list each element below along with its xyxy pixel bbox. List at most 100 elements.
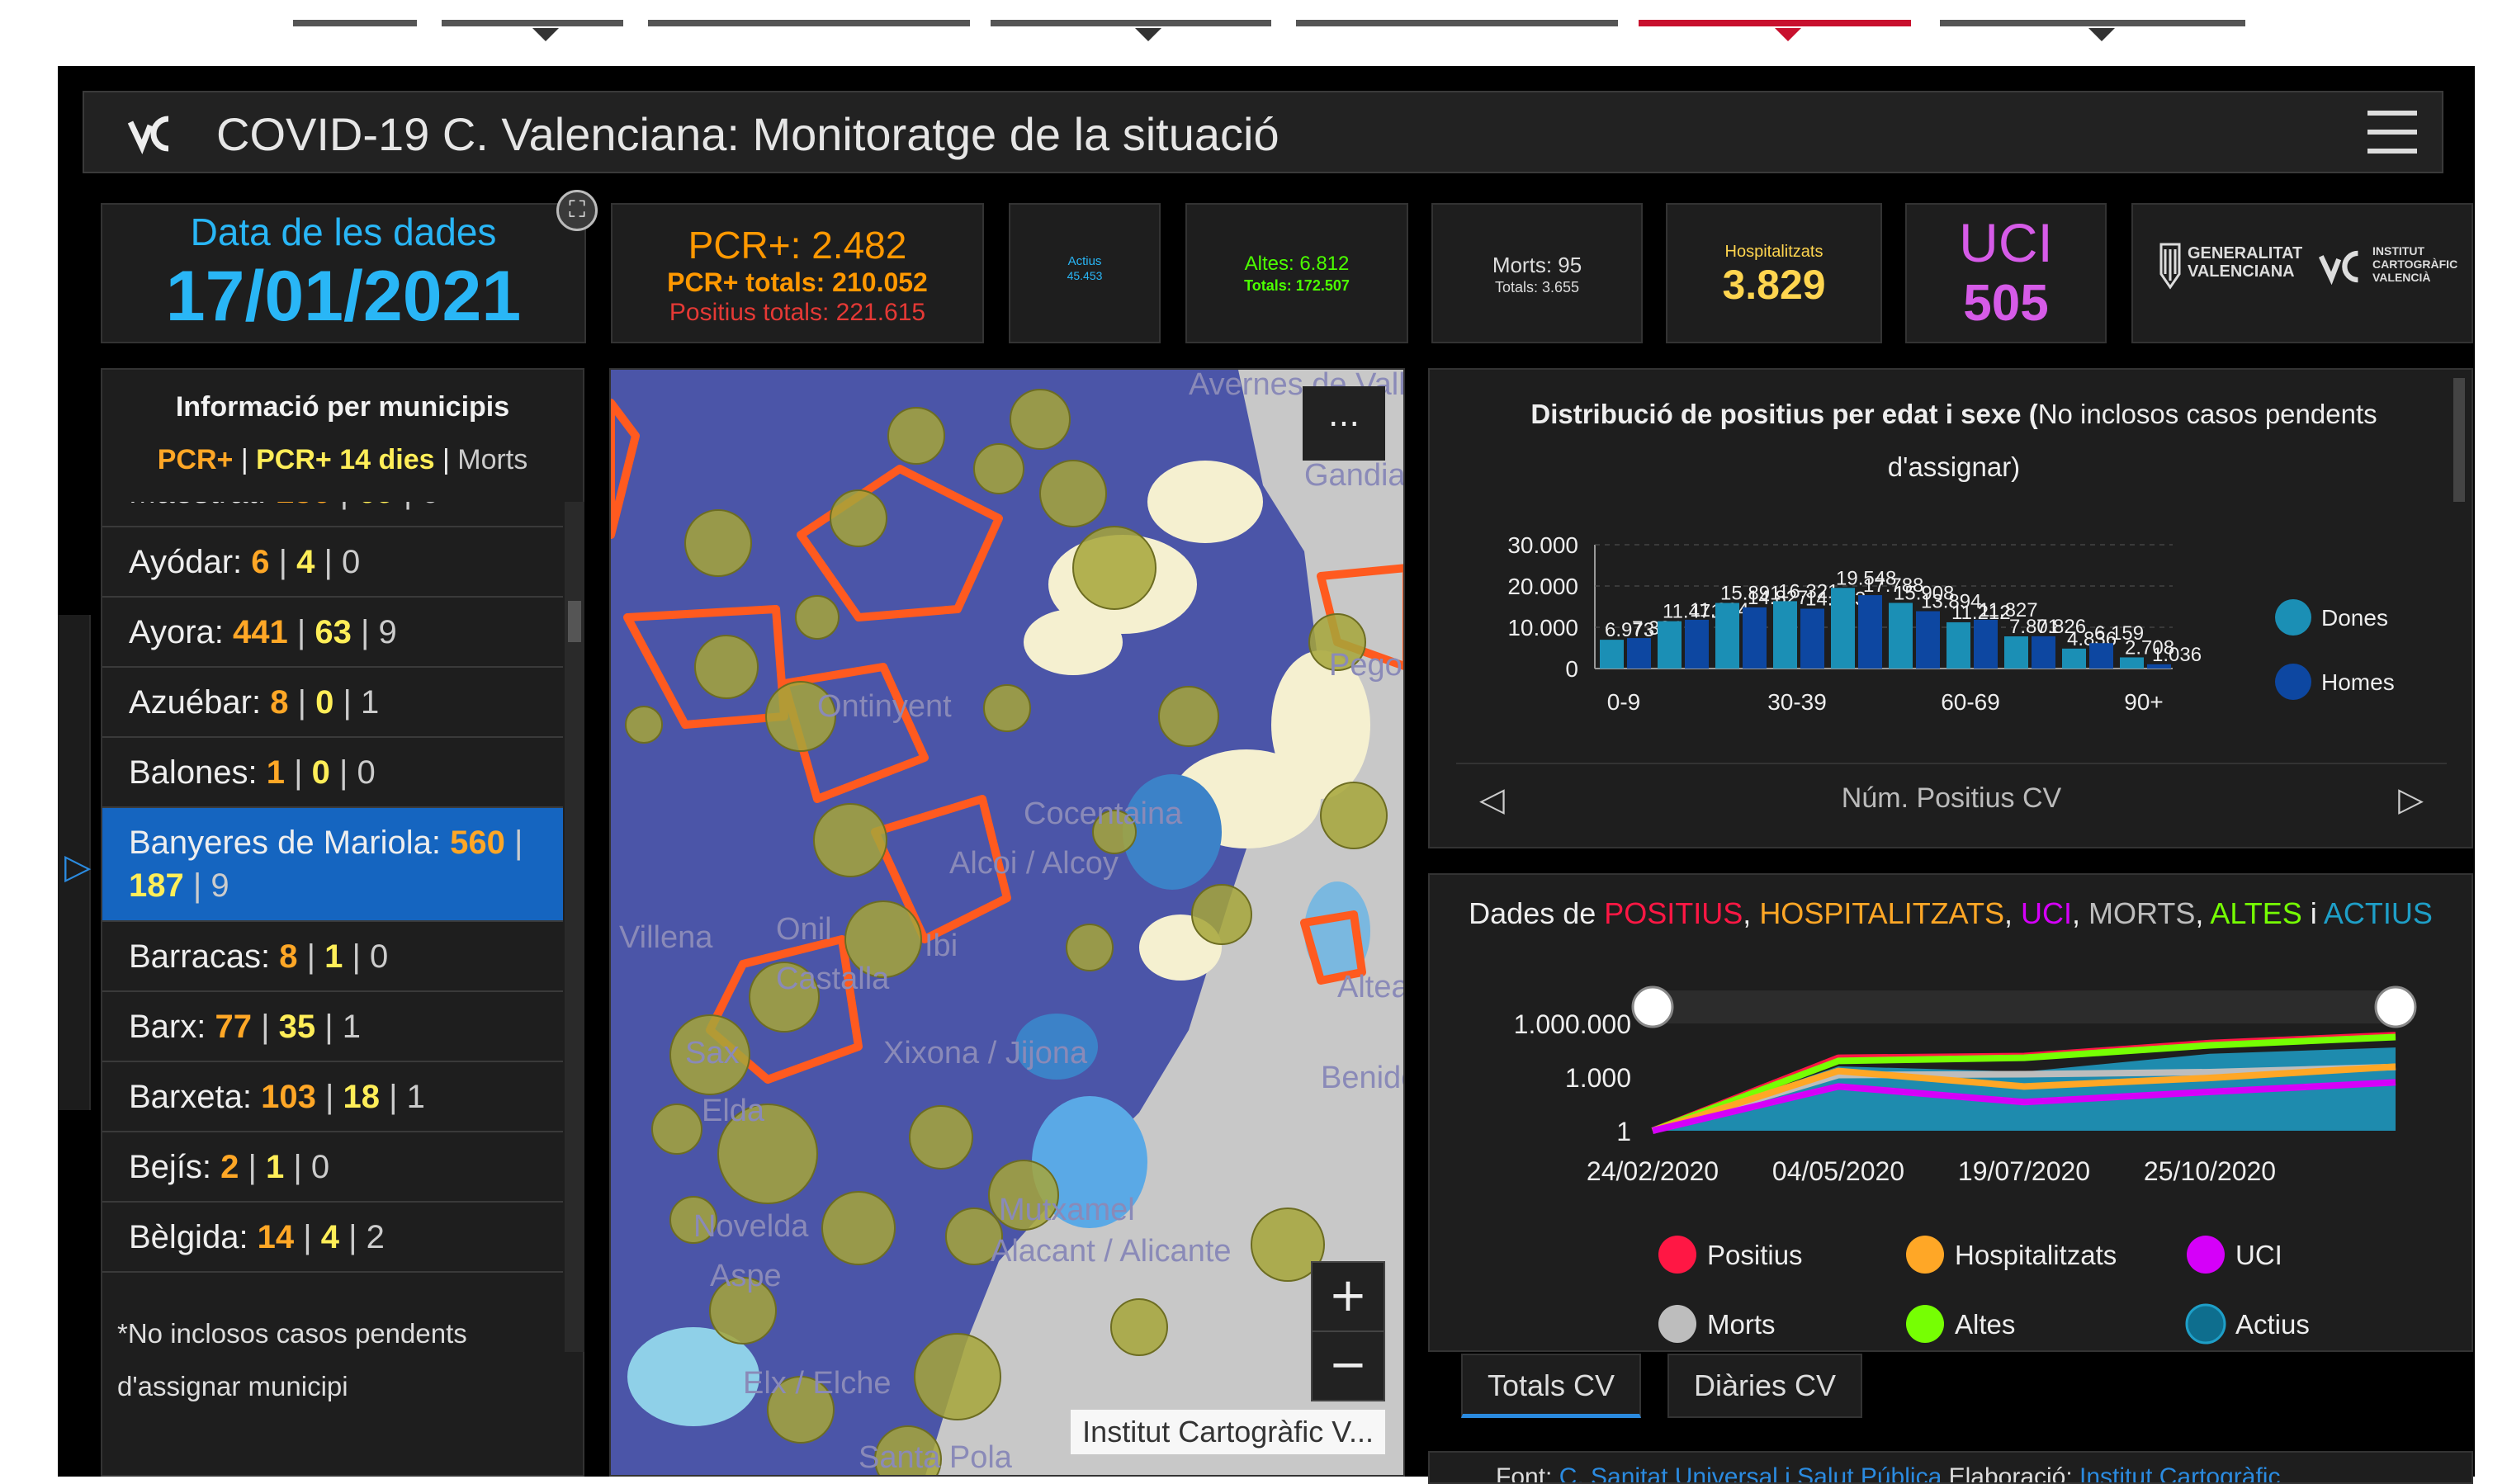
data-label: 1.036 — [2152, 644, 2202, 666]
pcr-value: 8 — [279, 938, 298, 975]
legend-label-uci: UCI — [2235, 1240, 2282, 1270]
municipality-shape — [1024, 609, 1123, 675]
case-circle — [1072, 526, 1157, 610]
nav-tab-6[interactable] — [1639, 20, 1911, 26]
pcr14-value: 18 — [343, 1079, 380, 1115]
case-circle — [887, 407, 945, 465]
map-panel[interactable]: Ontinyent Alcoi / Alcoy Villena Onil Castall… — [609, 368, 1405, 1477]
case-circle — [709, 1277, 777, 1345]
chevron-down-icon[interactable] — [1135, 28, 1161, 41]
municipality-row[interactable]: Balones: 1 | 0 | 0 — [102, 738, 563, 808]
municipality-row[interactable]: Bèlgida: 14 | 4 | 2 — [102, 1203, 563, 1273]
panel-scrollbar[interactable] — [2453, 378, 2465, 502]
nav-tab-4[interactable] — [991, 20, 1271, 26]
chevron-down-icon[interactable] — [532, 28, 559, 41]
bar — [1743, 607, 1767, 669]
map-place-label: Mutxamel — [999, 1193, 1135, 1227]
zoom-out-button[interactable]: − — [1328, 1338, 1368, 1392]
case-circle — [1039, 460, 1107, 527]
municipality-row[interactable]: Barracas: 8 | 1 | 0 — [102, 922, 563, 992]
case-circle — [830, 489, 887, 547]
municipality-row[interactable]: Banyeres de Mariola: 560 | 187 | 9 — [102, 808, 563, 922]
morts-value: 1 — [342, 1009, 361, 1045]
source-link[interactable]: C. Sanitat Universal i Salut Pública — [1559, 1463, 1942, 1484]
case-circle — [684, 509, 752, 577]
municipality-row[interactable]: Maestrat: 136 | 69 | 0 — [102, 502, 563, 527]
left-panel-toggle[interactable]: ▷ — [58, 615, 91, 1110]
generalitat-logo-icon — [2159, 243, 2181, 290]
nav-tab-2[interactable] — [442, 20, 623, 26]
map-place-label: Gandia — [1304, 458, 1405, 493]
legend-marker-morts — [1658, 1305, 1696, 1343]
case-circle — [749, 962, 820, 1033]
bar — [2032, 636, 2055, 669]
pcr-total: PCR+ totals: 210.052 — [667, 267, 928, 297]
separator: | — [331, 502, 358, 510]
nav-tab-1[interactable] — [293, 20, 417, 26]
municipality-row[interactable]: Barxeta: 103 | 18 | 1 — [102, 1062, 563, 1132]
legend-marker-uci — [2187, 1236, 2225, 1274]
bar — [1974, 619, 1998, 669]
chevron-right-icon[interactable]: ▷ — [64, 846, 92, 886]
municipality-shape — [1032, 1096, 1147, 1228]
chevron-down-icon[interactable] — [2088, 28, 2115, 41]
more-options-button[interactable]: ... — [1303, 386, 1385, 461]
next-chart-icon[interactable]: ▷ — [2398, 781, 2424, 819]
separator: | — [288, 684, 316, 721]
map-canvas[interactable]: Ontinyent Alcoi / Alcoy Villena Onil Castall… — [611, 370, 1405, 1477]
morts-value: 2 — [366, 1219, 385, 1255]
pcr-card: PCR+: 2.482 PCR+ totals: 210.052 Positiu… — [611, 203, 984, 343]
icv-logo-icon — [2318, 250, 2358, 286]
elaboration-link[interactable]: Institut Cartogràfic — [2079, 1463, 2281, 1484]
municipality-row[interactable]: Bejís: 2 | 1 | 0 — [102, 1132, 563, 1203]
icv-logo-icon — [127, 116, 169, 154]
hotspot-outline — [871, 795, 1011, 943]
case-circle — [1066, 924, 1114, 971]
municipality-row[interactable]: Ayódar: 6 | 4 | 0 — [102, 527, 563, 598]
municipality-row[interactable]: Azuébar: 8 | 0 | 1 — [102, 668, 563, 738]
separator: | — [379, 1079, 407, 1115]
data-label: 2.708 — [2125, 636, 2174, 659]
map-place-label: Elx / Elche — [743, 1366, 892, 1401]
legend-label-pos: Positius — [1707, 1240, 1803, 1270]
map-place-label: Onil — [776, 912, 832, 947]
expand-icon[interactable]: ⛶ — [556, 190, 598, 231]
legend-label-actius: Actius — [2235, 1309, 2310, 1340]
hamburger-menu-icon[interactable] — [2367, 111, 2417, 157]
y-tick-label: 30.000 — [1507, 532, 1578, 558]
actius-label: Actius — [1067, 254, 1102, 268]
tab-diaries-cv[interactable]: Diàries CV — [1667, 1354, 1863, 1418]
municipality-row[interactable]: Ayora: 441 | 63 | 9 — [102, 598, 563, 668]
tab-totals-cv[interactable]: Totals CV — [1461, 1354, 1642, 1418]
nav-tab-7[interactable] — [1940, 20, 2245, 26]
case-circle — [669, 1014, 750, 1095]
case-circle — [795, 595, 840, 640]
case-circle — [874, 1425, 942, 1475]
zoom-in-button[interactable]: + — [1313, 1263, 1384, 1332]
municipality-row[interactable]: Barx: 77 | 35 | 1 — [102, 992, 563, 1062]
separator: | — [183, 867, 211, 904]
data-label: 19.548 — [1836, 567, 1896, 589]
case-circle — [1308, 613, 1366, 671]
data-label: 6.973 — [1605, 619, 1654, 641]
pcr14-value: 4 — [296, 544, 315, 580]
prev-chart-icon[interactable]: ◁ — [1479, 781, 1505, 819]
municipality-shape — [1304, 881, 1370, 981]
pcr14-value: 0 — [311, 754, 330, 791]
list-scrollbar[interactable] — [565, 502, 584, 1352]
case-circle — [625, 706, 663, 744]
chevron-down-icon[interactable] — [1775, 28, 1801, 41]
map-place-label: Pego — [1329, 648, 1403, 683]
pcr14-value: 35 — [278, 1009, 316, 1045]
series-line-altes — [1651, 1033, 2396, 1134]
legend-label-hosp: Hospitalitzats — [1955, 1240, 2117, 1270]
legend-label-altes: Altes — [1955, 1309, 2015, 1340]
nav-tab-5[interactable] — [1296, 20, 1618, 26]
morts-value: 0 — [310, 1149, 330, 1185]
map-place-label: Benidorm — [1321, 1061, 1405, 1095]
municipality-name: Bèlgida: — [129, 1219, 258, 1255]
pcr-value: 77 — [215, 1009, 252, 1045]
scrollbar-thumb[interactable] — [568, 601, 581, 642]
nav-tab-3[interactable] — [648, 20, 970, 26]
legend-label-morts: Morts — [1707, 1309, 1776, 1340]
